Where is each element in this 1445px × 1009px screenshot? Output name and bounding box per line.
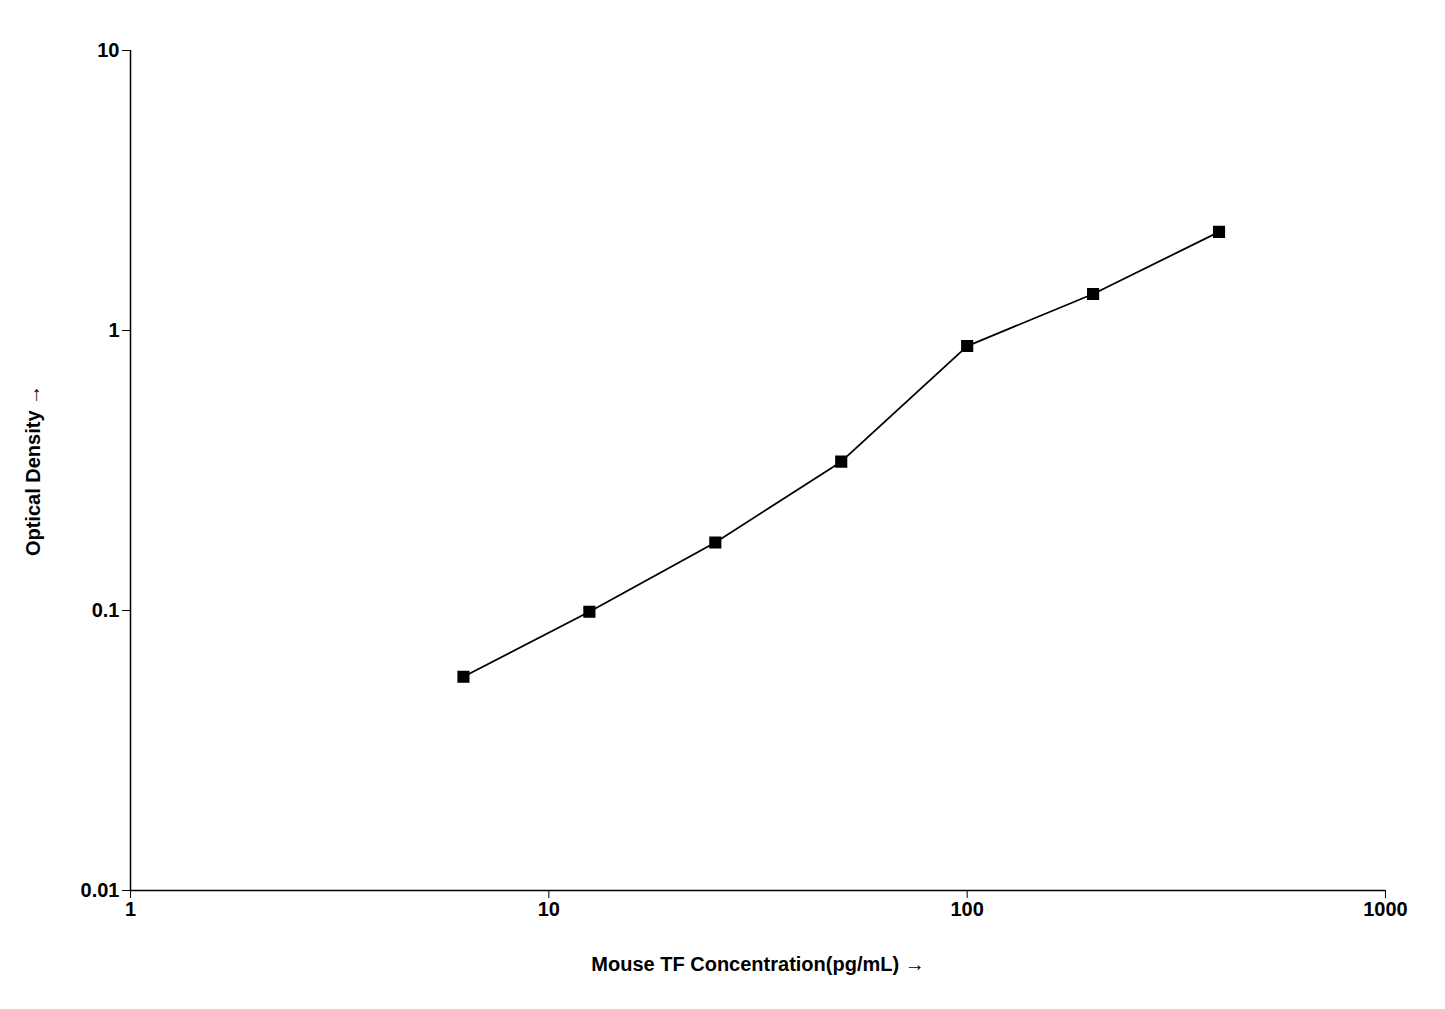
svg-text:10: 10 [97,39,119,61]
svg-text:0.1: 0.1 [92,599,120,621]
svg-text:1000: 1000 [1363,898,1408,920]
svg-text:Mouse TF Concentration(pg/mL): Mouse TF Concentration(pg/mL) → [591,953,924,975]
svg-text:1: 1 [125,898,136,920]
svg-text:10: 10 [538,898,560,920]
svg-text:100: 100 [950,898,983,920]
svg-text:0.01: 0.01 [81,879,120,901]
svg-text:Optical Density →: Optical Density → [22,385,44,556]
svg-text:1: 1 [108,319,119,341]
